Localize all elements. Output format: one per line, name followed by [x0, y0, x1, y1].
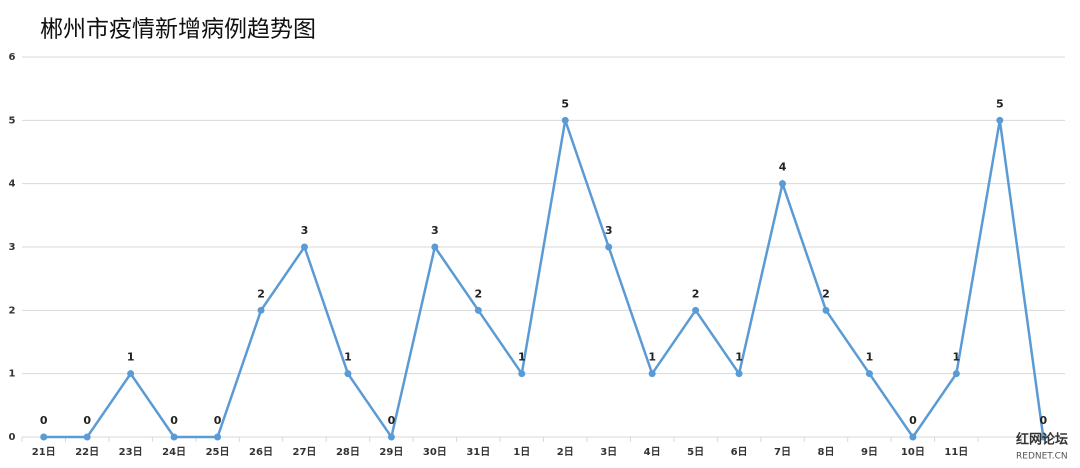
point [518, 370, 526, 378]
data-label: 0 [909, 414, 917, 427]
point [83, 433, 91, 441]
point [387, 433, 395, 441]
point [779, 180, 787, 188]
x-tick-label: 26日 [249, 446, 273, 458]
x-tick-label: 21日 [32, 446, 56, 458]
x-tick-label: 7日 [774, 446, 791, 458]
data-label: 1 [127, 351, 135, 364]
line [43, 119, 1045, 441]
x-tick-label: 23日 [119, 446, 143, 458]
y-tick-label: 2 [9, 305, 16, 316]
x-tick-label: 9日 [861, 446, 878, 458]
x-tick-label: 3日 [600, 446, 617, 458]
point [909, 433, 917, 441]
data-label: 3 [605, 224, 613, 237]
point [257, 306, 265, 314]
data-label: 1 [518, 351, 526, 364]
data-label: 0 [170, 414, 178, 427]
watermark-name: 红网论坛 [1016, 432, 1068, 448]
data-label: 3 [301, 224, 309, 237]
point [127, 370, 135, 378]
x-tick-label: 27日 [293, 446, 317, 458]
point [431, 243, 439, 251]
x-tick-label: 30日 [423, 446, 447, 458]
data-label: 2 [474, 287, 482, 300]
data-label: 3 [431, 224, 439, 237]
x-tick-label: 1日 [513, 446, 530, 458]
x-tick-label: 5日 [687, 446, 704, 458]
data-label: 1 [648, 351, 656, 364]
data-label: 2 [822, 287, 830, 300]
x-tick-label: 10日 [901, 446, 925, 458]
point [735, 370, 743, 378]
x-tick-label: 24日 [162, 446, 186, 458]
y-tick-label: 5 [9, 115, 16, 126]
point [214, 433, 222, 441]
point [561, 116, 569, 124]
y-tick-label: 1 [9, 369, 16, 380]
data-label: 4 [779, 161, 787, 174]
data-label: 1 [866, 351, 874, 364]
point [605, 243, 613, 251]
data-label: 0 [83, 414, 91, 427]
point [822, 306, 830, 314]
x-tick-label: 8日 [817, 446, 834, 458]
point [40, 433, 48, 441]
x-tick-label: 29日 [379, 446, 403, 458]
data-label: 1 [344, 351, 352, 364]
x-tick-label: 22日 [75, 446, 99, 458]
x-tick-label: 2日 [557, 446, 574, 458]
point [996, 116, 1004, 124]
y-tick-label: 4 [9, 179, 16, 190]
point [648, 370, 656, 378]
data-label: 5 [561, 97, 569, 110]
y-tick-label: 3 [9, 242, 16, 253]
point [692, 306, 700, 314]
point [952, 370, 960, 378]
data-label: 2 [692, 287, 700, 300]
y-tick-label: 6 [9, 52, 16, 63]
data-label: 0 [1039, 414, 1047, 427]
data-label: 2 [257, 287, 265, 300]
x-tick-label: 25日 [206, 446, 230, 458]
x-tick-label: 11日 [944, 446, 968, 458]
chart-title: 郴州市疫情新增病例趋势图 [40, 17, 316, 43]
point [474, 306, 482, 314]
point [170, 433, 178, 441]
point [865, 370, 873, 378]
point [300, 243, 308, 251]
data-label: 1 [953, 351, 961, 364]
x-tick-label: 28日 [336, 446, 360, 458]
data-label: 0 [40, 414, 48, 427]
data-label: 0 [214, 414, 222, 427]
data-label: 1 [735, 351, 743, 364]
x-tick-label: 6日 [731, 446, 748, 458]
point [1039, 433, 1047, 441]
point [344, 370, 352, 378]
x-tick-label: 31日 [466, 446, 490, 458]
x-tick-label: 4日 [644, 446, 661, 458]
y-tick-label: 0 [9, 432, 16, 443]
data-label: 0 [388, 414, 396, 427]
watermark-site: REDNET.CN [1016, 452, 1068, 462]
data-label: 5 [996, 97, 1004, 110]
